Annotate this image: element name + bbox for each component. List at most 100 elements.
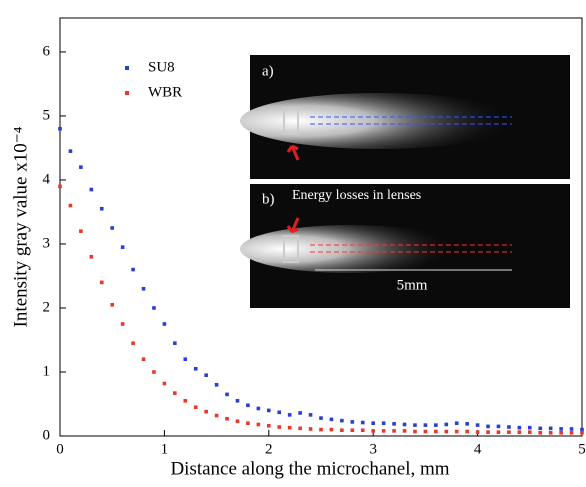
data-point (152, 370, 156, 374)
data-point (528, 425, 532, 430)
data-point (58, 184, 62, 189)
data-point (402, 429, 407, 433)
data-point (193, 405, 198, 409)
data-point (131, 341, 135, 345)
data-point (99, 280, 104, 285)
x-tick-label: 2 (265, 441, 273, 457)
data-point (360, 420, 365, 425)
data-point (340, 428, 344, 433)
annotation: Energy losses in lenses (292, 188, 421, 203)
data-point (486, 430, 490, 434)
x-tick-label: 4 (474, 441, 482, 457)
data-point (287, 413, 292, 417)
data-point (580, 427, 584, 432)
data-point (486, 424, 490, 429)
data-point (329, 417, 334, 422)
data-point (183, 357, 188, 361)
data-point (360, 428, 365, 433)
data-point (277, 425, 282, 429)
data-point (89, 187, 94, 192)
data-point (528, 430, 532, 434)
data-point (298, 426, 302, 431)
data-point (371, 429, 375, 433)
y-tick-label: 0 (43, 427, 51, 443)
data-point (204, 409, 208, 414)
data-point (214, 382, 219, 387)
data-point (496, 424, 501, 429)
data-point (267, 408, 271, 413)
data-point (475, 423, 480, 427)
data-point (559, 430, 563, 435)
data-point (371, 421, 375, 425)
inset-images (240, 55, 570, 308)
data-point (434, 429, 438, 434)
data-point (246, 421, 250, 425)
data-point (340, 418, 344, 423)
data-point (392, 422, 396, 426)
data-point (559, 427, 563, 431)
data-point (173, 391, 177, 395)
data-point (413, 429, 417, 434)
data-point (120, 245, 125, 249)
data-point (517, 425, 522, 430)
y-tick-label: 6 (43, 43, 51, 59)
data-point (548, 430, 553, 435)
x-axis-label: Distance along the microchanel, mm (170, 458, 449, 479)
x-tick-label: 5 (578, 441, 586, 457)
data-point (538, 426, 543, 431)
data-point (507, 430, 511, 434)
data-point (256, 406, 261, 411)
annotation: b) (262, 191, 275, 207)
data-point (120, 322, 125, 326)
data-point (58, 126, 62, 131)
data-point (475, 430, 480, 434)
data-point (454, 421, 459, 425)
data-point (214, 413, 219, 418)
data-point (381, 421, 386, 425)
legend-marker (125, 66, 129, 70)
data-point (267, 423, 271, 428)
data-point (350, 428, 355, 433)
data-point (454, 429, 459, 434)
data-point (423, 423, 428, 427)
data-point (225, 416, 229, 421)
data-point (319, 416, 323, 420)
data-point (444, 429, 449, 434)
data-point (350, 420, 355, 424)
data-point (277, 410, 282, 415)
x-tick-label: 0 (56, 441, 64, 457)
data-point (162, 381, 167, 386)
annotation: 5mm (397, 277, 428, 293)
data-point (235, 419, 240, 424)
data-point (246, 403, 250, 408)
data-point (402, 422, 407, 427)
legend-label: WBR (148, 84, 182, 100)
y-axis-label: Intensity gray value x10⁻⁴ (10, 126, 31, 327)
data-point (548, 426, 553, 431)
data-point (507, 425, 511, 429)
data-point (173, 341, 177, 345)
data-point (183, 398, 188, 403)
data-point (308, 427, 313, 431)
x-tick-label: 1 (161, 441, 169, 457)
data-point (465, 429, 469, 434)
data-point (89, 254, 94, 259)
data-point (110, 226, 114, 230)
data-point (68, 149, 73, 153)
data-point (141, 286, 146, 291)
annotation: a) (262, 63, 274, 79)
data-point (152, 306, 156, 310)
data-point (444, 422, 449, 427)
data-point (141, 357, 146, 361)
data-point (298, 411, 302, 415)
legend-marker (125, 91, 129, 95)
data-point (319, 427, 323, 432)
legend-label: SU8 (148, 59, 175, 75)
data-point (381, 429, 386, 433)
y-tick-label: 4 (43, 171, 51, 187)
data-point (99, 206, 104, 211)
data-point (79, 229, 83, 233)
data-point (392, 429, 396, 433)
data-point (569, 430, 574, 435)
